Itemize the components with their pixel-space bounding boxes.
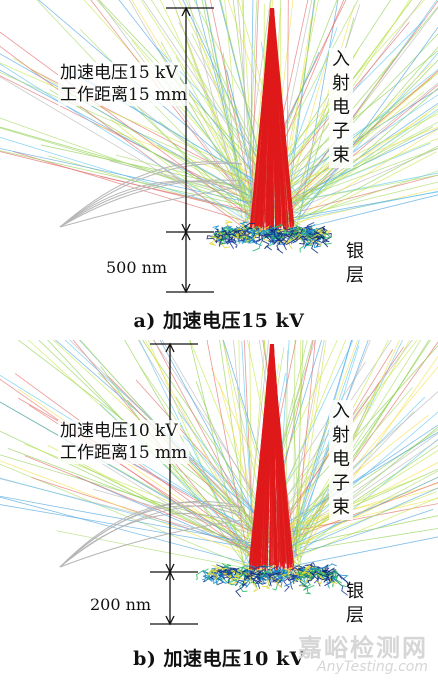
watermark-cn: 嘉峪检测网 <box>298 634 428 662</box>
working-distance-label-b: 工作距离15 mm <box>58 442 190 464</box>
silver-layer-scatter <box>195 561 350 598</box>
silver-layer-label-a: 银层 <box>346 241 364 286</box>
watermark: 嘉峪检测网 AnyTesting.com <box>298 628 428 675</box>
working-distance-label-a: 工作距离15 mm <box>58 84 190 106</box>
accelerating-voltage-label-a: 加速电压15 kV <box>58 62 180 84</box>
simulation-panel-b: 加速电压10 kV 工作距离15 mm 入射电子束 银层 200 nm <box>0 340 438 630</box>
scale-bar-label-a: 500 nm <box>104 258 170 277</box>
silver-layer-label-b: 银层 <box>346 581 364 626</box>
backscatter-trajectories <box>0 0 438 233</box>
caption-a: a) 加速电压15 kV <box>133 310 305 332</box>
incident-beam-label-b: 入射电子束 <box>329 400 353 520</box>
dimension-markers <box>166 6 214 294</box>
accelerating-voltage-label-b: 加速电压10 kV <box>58 420 180 442</box>
silver-layer-scatter <box>206 220 332 254</box>
caption-b: b) 加速电压10 kV <box>133 648 305 670</box>
scale-bar-label-b: 200 nm <box>88 595 154 614</box>
trajectory-plot-b <box>0 340 438 626</box>
incident-beam-trajectories <box>248 343 295 572</box>
incident-beam-trajectories <box>249 7 295 233</box>
simulation-panel-a: 加速电压15 kV 工作距离15 mm 入射电子束 银层 500 nm <box>0 0 438 300</box>
incident-beam-label-a: 入射电子束 <box>329 48 353 168</box>
dimension-markers <box>150 342 198 626</box>
watermark-en: AnyTesting.com <box>317 659 428 675</box>
trajectory-plot-a <box>0 0 438 294</box>
